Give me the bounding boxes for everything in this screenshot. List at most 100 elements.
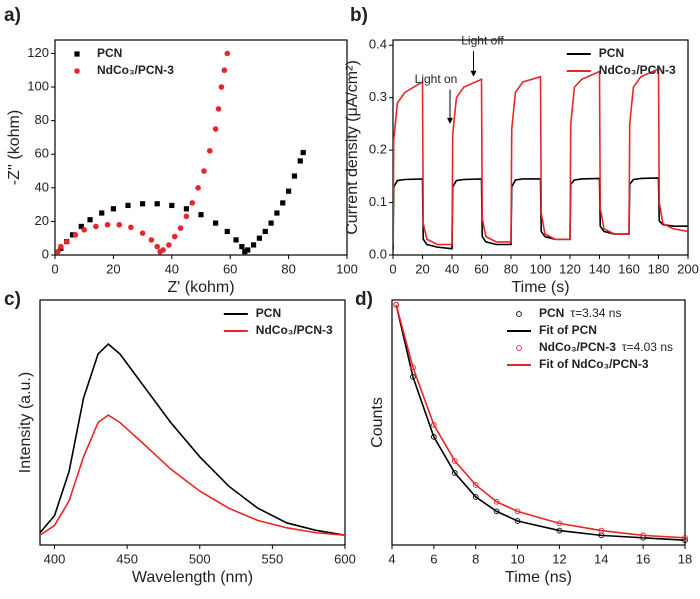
legend-label: PCN [539,306,564,320]
data-point [245,247,251,253]
data-point [87,217,93,223]
data-point [451,470,458,476]
data-point [58,243,64,250]
y-axis-label: Current density (μA/cm²) [344,60,361,235]
x-tick-label: 450 [116,551,138,566]
x-tick-label: 14 [594,551,608,566]
x-tick-label: 20 [415,261,429,276]
data-point [63,238,70,245]
data-point [128,224,134,231]
data-point [171,233,178,240]
legend-label: PCN [97,46,122,60]
data-point [291,173,298,179]
data-point [201,168,207,174]
x-axis-label: Z' (kohm) [167,279,234,296]
legend-label: NdCo₃/PCN-3 [256,323,333,337]
x-tick-label: 60 [474,261,488,276]
x-tick-label: 40 [165,261,179,276]
data-point [472,482,479,488]
data-point [154,201,160,207]
y-tick-label: 0.2 [369,142,387,157]
legend: PCN NdCo₃/PCN-3 [74,46,174,77]
data-point [218,84,225,90]
y-tick-label: 120 [27,45,49,60]
data-point [262,228,268,235]
x-tick-label: 160 [618,261,640,276]
data-point [215,106,222,112]
y-tick-label: 60 [35,146,49,161]
data-point [78,223,84,230]
x-axis-label: Time (ns) [505,569,572,586]
arrow-head [447,117,453,124]
series-line [395,304,685,539]
y-tick-label: 0.4 [369,37,387,52]
x-axis-label: Wavelength (nm) [132,569,253,586]
data-point [81,227,87,233]
data-point [213,220,219,226]
x-tick-label: 8 [472,551,479,566]
x-tick-label: 600 [334,551,356,566]
legend-label: NdCo₃/PCN-3 [599,63,676,77]
data-point [256,235,262,241]
legend-tau: τ=3.34 ns [570,306,621,320]
x-tick-label: 400 [44,551,66,566]
x-tick-label: 0 [51,261,58,276]
legend: PCN τ=3.34 ns Fit of PCN NdCo₃/PCN-3 τ=4.03 … [506,306,673,371]
y-axis-label: -Z'' (kohm) [6,110,23,185]
data-point [493,498,500,505]
x-tick-label: 6 [430,551,437,566]
data-point [493,508,500,515]
plot-frame [39,299,346,546]
data-point [300,149,306,156]
data-point [233,237,239,243]
y-tick-label: 0.0 [369,246,387,261]
data-point [451,458,458,464]
legend-label: NdCo₃/PCN-3 [539,340,616,354]
data-point [198,212,204,218]
data-point [250,242,257,248]
data-point [148,237,155,243]
y-tick-label: 0.3 [369,89,387,104]
panel-label: b) [350,5,368,26]
data-point [166,242,172,248]
data-point [177,225,184,231]
data-point [195,185,201,191]
x-tick-label: 12 [552,551,566,566]
data-point [125,202,131,209]
data-point [110,206,116,212]
x-tick-label: 140 [589,261,611,276]
data-point [99,210,105,216]
data-point [224,50,231,57]
panel-label: c) [4,289,21,310]
arrow-head [470,70,477,77]
data-point [431,422,437,428]
data-point [280,200,286,206]
legend-swatch [516,345,522,351]
x-tick-label: 100 [530,261,552,276]
series-line [393,67,688,246]
annotation: Light on [415,72,458,86]
legend: PCN NdCo₃/PCN-3 [566,46,676,77]
data-point [104,221,111,228]
y-tick-label: 0.1 [369,194,387,209]
data-point [72,232,79,238]
x-tick-label: 16 [636,551,650,566]
data-point [183,206,189,212]
x-tick-label: 200 [677,261,699,276]
legend-label: Fit of NdCo₃/PCN-3 [539,357,649,371]
data-point [189,200,196,206]
x-tick-label: 120 [559,261,581,276]
x-tick-label: 80 [504,261,518,276]
plot-frame [391,299,686,546]
x-tick-label: 180 [648,261,670,276]
data-point [160,247,166,253]
data-point [139,230,146,236]
data-point [69,232,76,238]
legend-label: NdCo₃/PCN-3 [97,63,174,77]
x-tick-label: 500 [189,551,211,566]
legend-swatch [74,68,80,74]
data-point [268,220,274,226]
x-tick-label: 18 [678,551,692,566]
data-point [169,202,175,209]
